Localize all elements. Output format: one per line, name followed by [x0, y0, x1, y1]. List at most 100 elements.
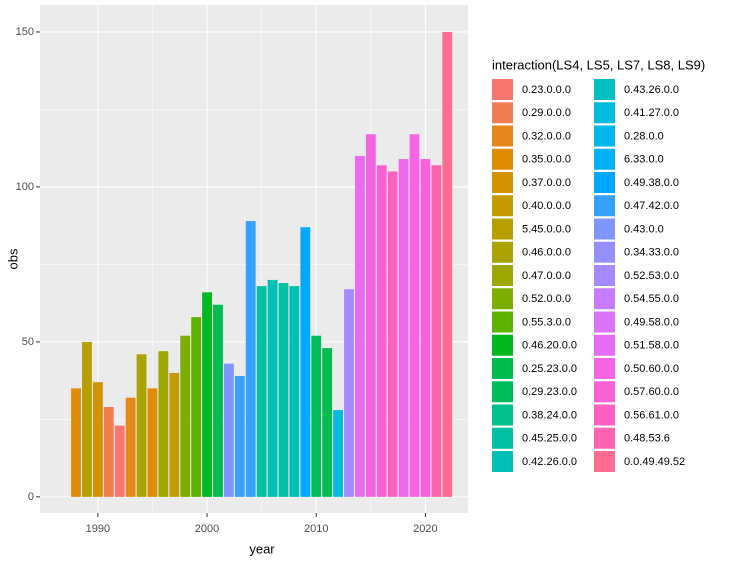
bar: [311, 335, 322, 497]
legend-label: 0.29.0.0.0: [522, 107, 571, 119]
legend-label: 0.55.3.0.0: [522, 316, 571, 328]
bar: [92, 382, 103, 497]
bar: [387, 171, 398, 497]
bar: [278, 283, 289, 497]
y-tick-label: 50: [22, 336, 34, 348]
bar: [103, 406, 114, 497]
legend-swatch: [492, 218, 513, 240]
legend-label: 0.35.0.0.0: [522, 154, 571, 166]
bar: [245, 221, 256, 497]
bar: [289, 286, 300, 497]
legend-label: 6.33.0.0: [624, 154, 664, 166]
bar: [202, 292, 212, 497]
legend-label: 0.46.20.0.0: [522, 340, 577, 352]
legend-label: 0.52.0.0.0: [522, 293, 571, 305]
legend-swatch: [594, 148, 615, 170]
legend-label: 0.47.0.0.0: [522, 270, 571, 282]
y-tick-label: 0: [28, 491, 34, 503]
legend-label: 5.45.0.0.0: [522, 223, 571, 235]
legend-label: 0.0.49.49.52: [624, 456, 685, 468]
bar: [398, 159, 409, 497]
legend-swatch: [492, 125, 513, 147]
bar: [158, 351, 169, 497]
legend-label: 0.43.26.0.0: [624, 84, 679, 96]
y-tick-label: 150: [16, 26, 34, 38]
legend-label: 0.56.61.0.0: [624, 409, 679, 421]
legend-label: 0.45.25.0.0: [522, 433, 577, 445]
bar: [365, 134, 376, 497]
legend-swatch: [594, 172, 615, 193]
x-tick-label: 2000: [195, 523, 219, 535]
legend-swatch: [492, 241, 513, 263]
y-tick-label: 100: [16, 181, 34, 193]
legend-swatch: [594, 241, 615, 263]
bar: [409, 134, 420, 497]
legend-swatch: [492, 265, 513, 286]
legend-swatch: [594, 79, 615, 100]
legend-swatch: [492, 381, 513, 403]
legend-swatch: [492, 311, 513, 333]
y-axis-title: obs: [5, 248, 20, 269]
legend-label: 0.49.38.0.0: [624, 177, 679, 189]
bar: [213, 304, 223, 497]
legend-label: 0.51.58.0.0: [624, 340, 679, 352]
legend-label: 0.32.0.0.0: [522, 130, 571, 142]
bar: [125, 397, 136, 497]
legend-label: 0.37.0.0.0: [522, 177, 571, 189]
bar: [267, 279, 278, 497]
bar: [82, 341, 92, 497]
legend-label: 0.46.0.0.0: [522, 247, 571, 259]
legend-swatch: [492, 427, 513, 449]
legend-label: 0.29.23.0.0: [522, 386, 577, 398]
bar: [431, 165, 442, 497]
legend-swatch: [492, 451, 513, 472]
legend-swatch: [492, 288, 513, 310]
legend-label: 0.47.42.0.0: [624, 200, 679, 212]
bar: [322, 348, 333, 497]
legend-swatch: [594, 404, 615, 426]
legend-swatch: [492, 404, 513, 426]
legend-label: 0.28.0.0: [624, 130, 664, 142]
bar: [376, 165, 387, 497]
bar: [354, 155, 365, 497]
bar: [300, 227, 311, 497]
bar: [136, 354, 147, 497]
legend-swatch: [594, 195, 615, 217]
legend-swatch: [594, 427, 615, 449]
x-tick-label: 2020: [413, 523, 437, 535]
legend-label: 0.41.27.0.0: [624, 107, 679, 119]
legend-swatch: [492, 148, 513, 170]
bar: [147, 388, 158, 497]
legend-swatch: [492, 334, 513, 356]
bar: [333, 410, 343, 497]
legend-label: 0.57.60.0.0: [624, 386, 679, 398]
legend-label: 0.23.0.0.0: [522, 84, 571, 96]
legend-label: 0.49.58.0.0: [624, 316, 679, 328]
legend-label: 0.48.53.6: [624, 433, 670, 445]
legend-swatch: [594, 218, 615, 240]
legend-swatch: [492, 79, 513, 100]
bar: [344, 289, 354, 497]
legend-swatch: [594, 451, 615, 472]
legend-swatch: [594, 358, 615, 379]
legend-label: 0.34.33.0.0: [624, 247, 679, 259]
bar: [114, 425, 125, 497]
bar: [169, 372, 180, 497]
legend-swatch: [594, 125, 615, 147]
legend-label: 0.25.23.0.0: [522, 363, 577, 375]
legend-title: interaction(LS4, LS5, LS7, LS8, LS9): [492, 57, 705, 72]
legend-swatch: [594, 265, 615, 286]
bar: [442, 31, 453, 497]
legend-swatch: [492, 102, 513, 124]
legend-swatch: [594, 334, 615, 356]
legend-swatch: [492, 195, 513, 217]
legend-swatch: [594, 311, 615, 333]
legend-swatch: [594, 288, 615, 310]
legend-label: 0.38.24.0.0: [522, 409, 577, 421]
legend-label: 0.54.55.0.0: [624, 293, 679, 305]
bar: [191, 317, 202, 497]
bar: [256, 286, 267, 497]
x-tick-label: 1990: [86, 523, 110, 535]
